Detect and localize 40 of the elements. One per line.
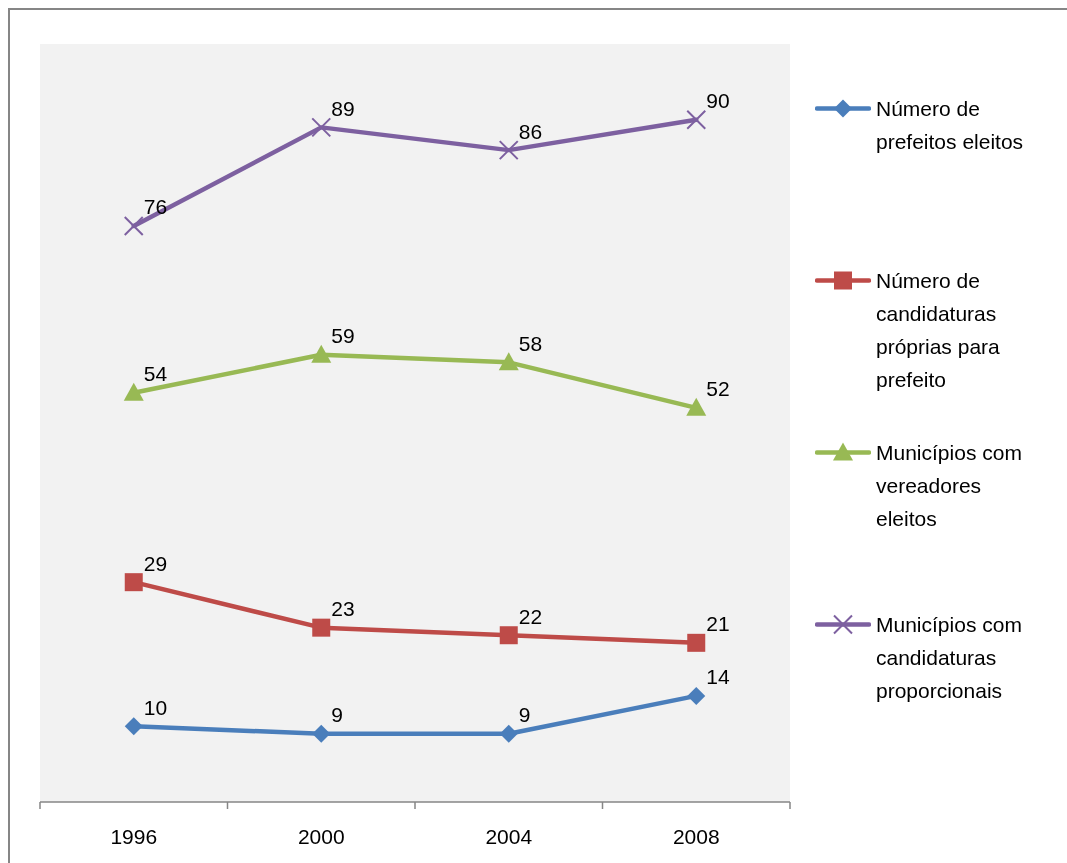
legend-label: Municípios com candidaturas proporcionais bbox=[876, 612, 1023, 704]
point bbox=[498, 140, 519, 161]
data-label: 76 bbox=[143, 195, 168, 219]
point bbox=[311, 344, 332, 363]
point bbox=[312, 724, 331, 743]
point bbox=[124, 573, 143, 592]
data-label: 89 bbox=[331, 96, 355, 120]
data-label: 22 bbox=[518, 604, 543, 628]
legend-label: Número de candidaturas próprias para prefeito bbox=[876, 268, 1001, 393]
point bbox=[499, 626, 518, 645]
data-label: 21 bbox=[706, 612, 730, 636]
point bbox=[499, 724, 518, 743]
data-label: 23 bbox=[331, 597, 355, 621]
x-tick-label: 2008 bbox=[672, 824, 720, 848]
point bbox=[123, 215, 144, 236]
point bbox=[687, 633, 706, 652]
point bbox=[312, 618, 331, 637]
point bbox=[686, 397, 707, 416]
data-label: 59 bbox=[331, 324, 355, 348]
data-label: 9 bbox=[331, 703, 343, 727]
data-label: 29 bbox=[143, 551, 168, 575]
point bbox=[311, 117, 332, 138]
data-label: 90 bbox=[706, 89, 730, 113]
legend-label: Número de prefeitos eleitos bbox=[876, 96, 1025, 155]
point bbox=[124, 717, 143, 736]
point bbox=[498, 352, 519, 371]
point bbox=[687, 686, 706, 705]
data-label: 9 bbox=[518, 703, 531, 727]
data-label: 86 bbox=[518, 119, 543, 143]
x-tick-label: 2004 bbox=[485, 824, 533, 848]
data-label: 52 bbox=[706, 377, 730, 401]
data-label: 54 bbox=[143, 362, 168, 386]
point bbox=[123, 382, 144, 401]
data-label: 10 bbox=[143, 695, 168, 719]
legend-label: Municípios com vereadores eleitos bbox=[876, 440, 1023, 532]
point bbox=[686, 109, 707, 130]
data-label: 14 bbox=[706, 665, 730, 689]
x-tick-label: 1996 bbox=[110, 824, 158, 848]
data-label: 58 bbox=[518, 331, 543, 355]
x-tick-label: 2000 bbox=[297, 824, 345, 848]
